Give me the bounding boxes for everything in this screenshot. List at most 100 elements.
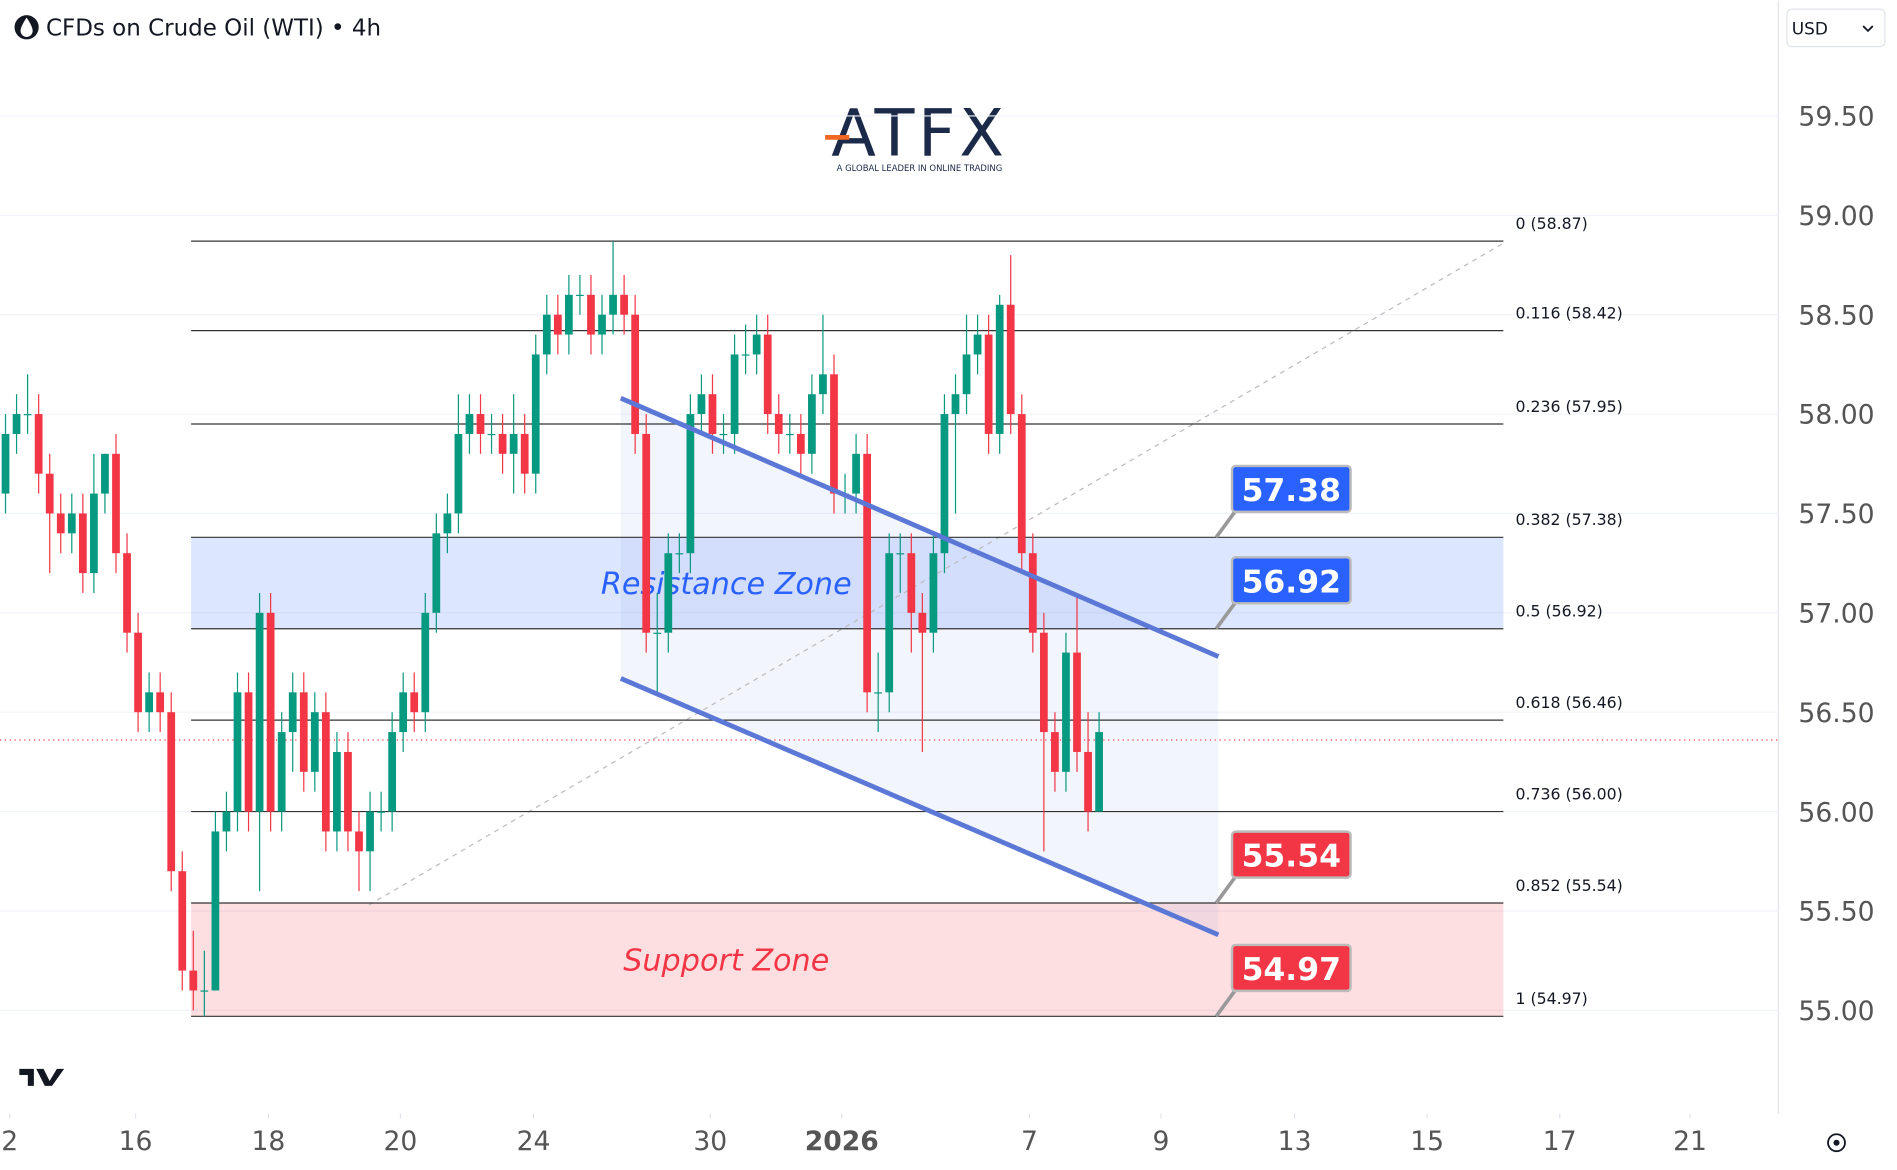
- candle: [310, 692, 319, 792]
- candle: [752, 314, 761, 375]
- candle-body: [730, 354, 739, 434]
- candle-body: [244, 692, 253, 812]
- candle-body: [90, 493, 98, 574]
- tag-box: [1230, 943, 1352, 993]
- candle: [465, 394, 474, 454]
- candle-body: [134, 632, 142, 713]
- candle-body: [874, 692, 883, 694]
- candle: [907, 533, 916, 653]
- candle-body: [973, 334, 982, 355]
- x-tick-label: 18: [251, 1126, 285, 1157]
- candle-body: [432, 533, 441, 613]
- candle-body: [498, 433, 507, 454]
- candle: [277, 712, 286, 832]
- candle-body: [785, 433, 794, 436]
- candle: [874, 652, 883, 733]
- candle-body: [675, 553, 684, 555]
- fib-label: 0.5 (56.92): [1515, 602, 1602, 621]
- candle-body: [796, 433, 805, 454]
- candle-body: [962, 354, 971, 395]
- candle-body: [576, 294, 584, 297]
- zone-label: Resistance Zone: [601, 567, 852, 602]
- candle-body: [112, 453, 120, 554]
- candle-body: [23, 414, 32, 416]
- candle-body: [509, 433, 518, 454]
- candle: [763, 314, 772, 434]
- candle: [410, 672, 419, 733]
- candle: [56, 493, 65, 554]
- candle: [178, 851, 187, 991]
- candle-body: [697, 394, 706, 415]
- chevron: [1862, 25, 1874, 33]
- candle: [719, 414, 728, 454]
- fib-label: 0.236 (57.95): [1515, 397, 1622, 416]
- candle-body: [145, 692, 153, 713]
- candle-body: [101, 453, 109, 494]
- x-tick-label: 21: [1673, 1126, 1707, 1157]
- currency[interactable]: USD: [1792, 19, 1828, 39]
- y-tick-label: 56.50: [1798, 698, 1874, 729]
- candle: [23, 374, 32, 434]
- candle: [962, 314, 971, 415]
- x-tick-label: 24: [517, 1126, 551, 1157]
- candle-body: [355, 831, 363, 852]
- tag-box: [1230, 556, 1352, 605]
- candle-body: [465, 414, 474, 434]
- candle-body: [885, 553, 894, 693]
- candle: [299, 672, 308, 792]
- candle-body: [708, 394, 717, 434]
- candle-body: [830, 374, 838, 494]
- settings-icon[interactable]: [1827, 1133, 1846, 1153]
- candle-body: [774, 414, 783, 434]
- candle: [101, 453, 109, 514]
- candle-body: [620, 294, 628, 315]
- symbol-title: CFDs on Crude Oil (WTI) • 4h: [46, 16, 381, 42]
- candle-body: [565, 294, 573, 335]
- candle-body: [222, 811, 231, 832]
- candle: [520, 414, 529, 494]
- y-tick-label: 55.00: [1798, 996, 1874, 1027]
- candle-body: [653, 632, 662, 634]
- candle: [609, 241, 617, 335]
- currency-button[interactable]: [1786, 8, 1886, 48]
- y-tick-label: 59.50: [1798, 102, 1874, 133]
- fib-trend-line: [368, 242, 1504, 906]
- candle: [321, 692, 330, 852]
- candle-body: [819, 374, 827, 395]
- tag-text: 54.97: [1242, 952, 1341, 988]
- candle-body: [454, 433, 463, 514]
- candle: [1095, 712, 1103, 812]
- tag-text: 57.38: [1242, 473, 1341, 509]
- candle: [1073, 592, 1081, 772]
- candle: [1084, 712, 1092, 832]
- candle: [631, 294, 640, 454]
- candle-body: [56, 513, 65, 534]
- candle: [686, 394, 695, 574]
- fib-label: 1 (54.97): [1515, 989, 1587, 1008]
- candle: [134, 612, 142, 733]
- drop-icon: [20, 17, 33, 37]
- candle: [90, 453, 98, 593]
- channel-fill: [620, 398, 1219, 935]
- candle: [1039, 612, 1048, 852]
- candle: [896, 533, 905, 593]
- candle: [973, 314, 982, 375]
- candle: [995, 294, 1004, 454]
- candle: [587, 274, 595, 355]
- candle-body: [1073, 652, 1081, 752]
- candle: [78, 493, 87, 593]
- candle-body: [1095, 732, 1103, 812]
- y-tick-label: 59.00: [1798, 201, 1874, 232]
- candle-body: [67, 513, 76, 534]
- candle-body: [531, 354, 540, 474]
- candle: [189, 930, 198, 1011]
- candle: [509, 394, 518, 494]
- tag-box: [1230, 464, 1352, 514]
- candle-body: [178, 871, 187, 971]
- candle: [675, 533, 684, 574]
- candle-body: [78, 513, 87, 574]
- x-tick-label: 20: [383, 1126, 417, 1157]
- settings-dot: [1833, 1139, 1840, 1146]
